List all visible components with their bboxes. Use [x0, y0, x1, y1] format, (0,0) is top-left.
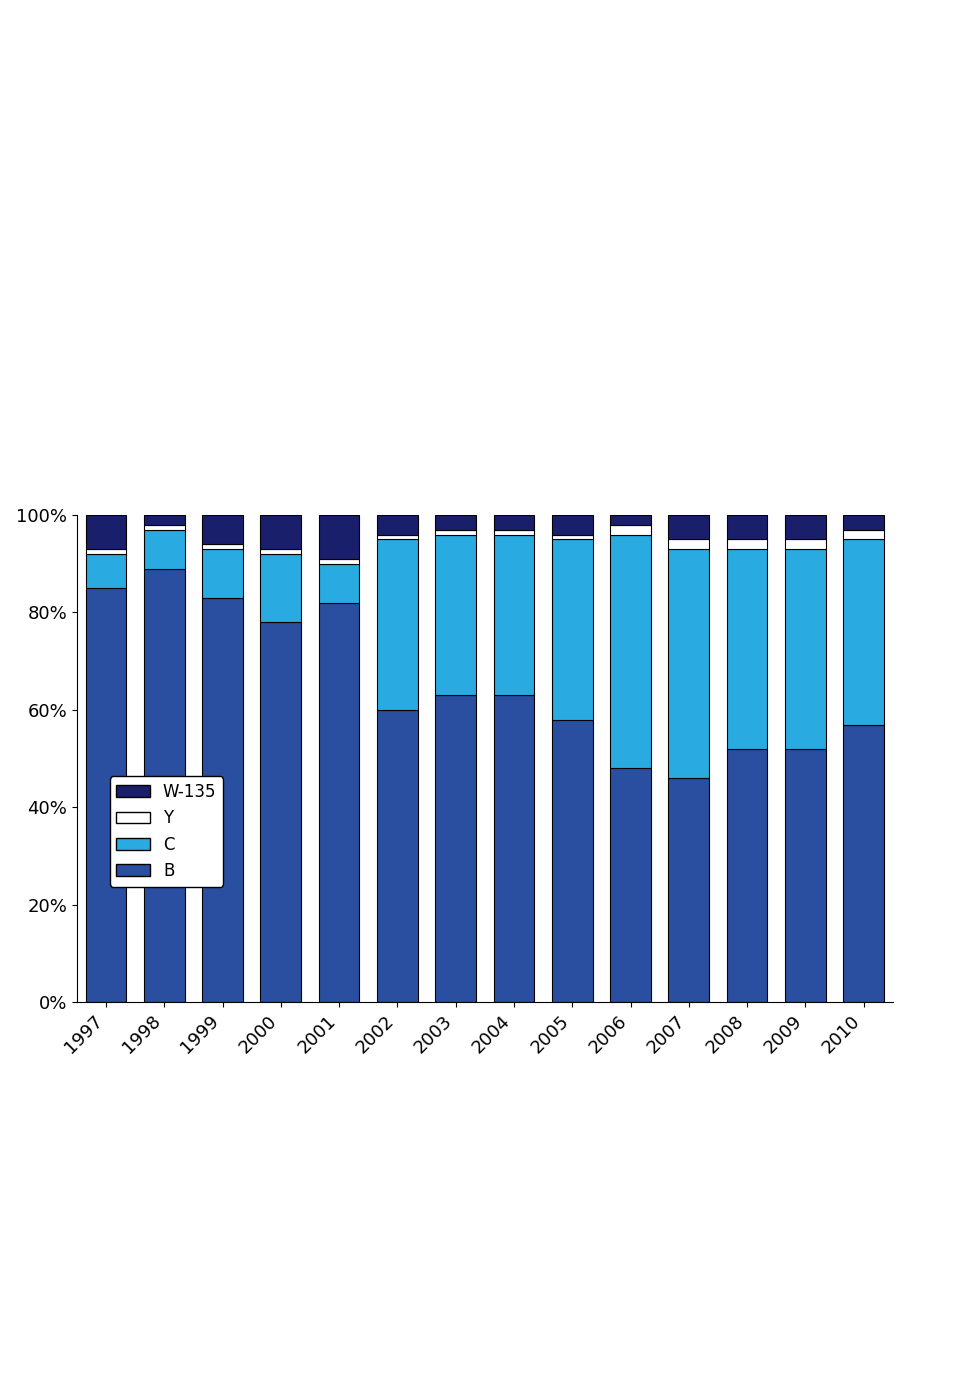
Bar — [377, 535, 418, 539]
Bar — [727, 548, 767, 749]
Bar — [668, 548, 709, 778]
Bar — [319, 603, 359, 1002]
Bar — [85, 515, 127, 548]
Bar — [203, 599, 243, 1002]
Bar — [785, 548, 826, 749]
Bar — [203, 544, 243, 548]
Bar — [319, 560, 359, 564]
Bar — [493, 695, 535, 1002]
Bar — [435, 515, 476, 529]
Bar — [203, 548, 243, 599]
Bar — [727, 539, 767, 548]
Bar — [377, 710, 418, 1002]
Bar — [144, 568, 184, 1002]
Bar — [668, 539, 709, 548]
Bar — [435, 535, 476, 695]
Bar — [611, 515, 651, 525]
Bar — [611, 768, 651, 1002]
Bar — [552, 515, 592, 535]
Bar — [785, 539, 826, 548]
Bar — [260, 554, 301, 622]
Bar — [144, 525, 184, 529]
Bar — [85, 587, 127, 1002]
Bar — [493, 535, 535, 695]
Bar — [377, 539, 418, 710]
Bar — [493, 530, 535, 535]
Bar — [611, 525, 651, 535]
Bar — [611, 535, 651, 768]
Bar — [727, 749, 767, 1002]
Bar — [843, 529, 884, 539]
Bar — [785, 515, 826, 539]
Bar — [727, 515, 767, 539]
Bar — [552, 539, 592, 720]
Legend: W-135, Y, C, B: W-135, Y, C, B — [109, 777, 223, 887]
Bar — [785, 749, 826, 1002]
Bar — [668, 778, 709, 1002]
Bar — [85, 548, 127, 554]
Bar — [319, 564, 359, 603]
Bar — [843, 724, 884, 1002]
Bar — [668, 515, 709, 539]
Bar — [260, 548, 301, 554]
Bar — [493, 515, 535, 529]
Bar — [260, 622, 301, 1002]
Bar — [319, 515, 359, 558]
Bar — [85, 554, 127, 587]
Bar — [435, 695, 476, 1002]
Bar — [552, 535, 592, 539]
Bar — [435, 530, 476, 535]
Bar — [843, 539, 884, 724]
Bar — [552, 720, 592, 1002]
Bar — [260, 515, 301, 548]
Bar — [203, 515, 243, 544]
Bar — [843, 515, 884, 529]
Bar — [144, 515, 184, 525]
Bar — [377, 515, 418, 535]
Bar — [144, 529, 184, 568]
